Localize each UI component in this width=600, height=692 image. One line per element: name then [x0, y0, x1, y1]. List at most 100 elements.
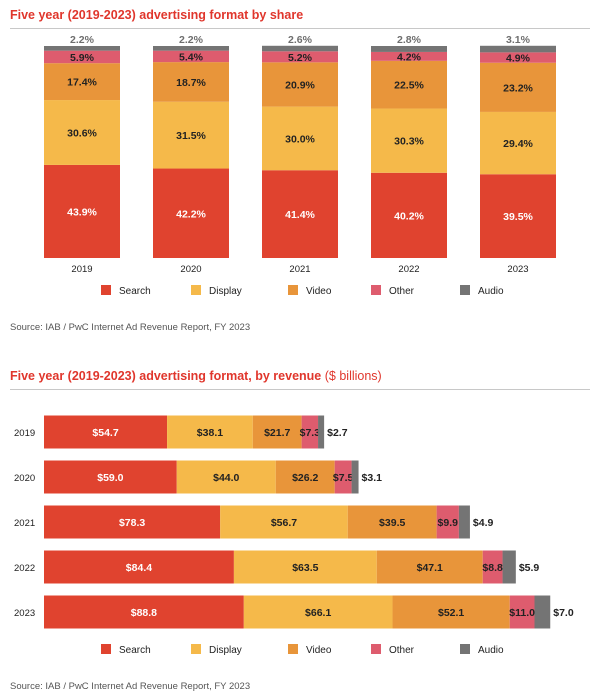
share-label-search-2019: 43.9%: [67, 206, 97, 218]
revenue-label-video-2023: $52.1: [438, 607, 464, 619]
share-legend-item-other: Other: [371, 285, 415, 297]
share-label-search-2020: 42.2%: [176, 208, 206, 220]
share-xtick-2023: 2023: [507, 264, 528, 275]
share-xtick-2020: 2020: [180, 264, 201, 275]
share-bar-search-2023: Search 2023: 39.5%: [480, 174, 556, 258]
share-legend-label-search: Search: [119, 286, 151, 297]
revenue-legend-item-display: Display: [191, 644, 242, 656]
revenue-bar-search-2020: Search 2020: $59.0: [44, 460, 177, 494]
revenue-label-audio-2020: $3.1: [362, 472, 383, 484]
revenue-bar-video-2020: Video 2020: $26.2: [275, 460, 335, 494]
share-legend-swatch-other: [371, 285, 381, 295]
share-bar-audio-2021: Audio 2021: 2.6%: [262, 45, 338, 52]
share-label-search-2023: 39.5%: [503, 211, 533, 223]
share-bar-search-2020: Search 2020: 42.2%: [153, 168, 229, 258]
revenue-ytick-2020: 2020: [14, 473, 35, 484]
revenue-label-search-2019: $54.7: [92, 427, 118, 439]
revenue-bar-display-2022: Display 2022: $63.5: [233, 550, 377, 584]
revenue-title-divider: [10, 389, 590, 390]
share-bar-audio-2020: Audio 2020: 2.2%: [153, 46, 229, 51]
revenue-legend-item-audio: Audio: [460, 644, 504, 656]
revenue-bar-other-2022: Other 2022: $8.8: [482, 550, 503, 584]
revenue-title-text: Five year (2019-2023) advertising format…: [10, 369, 322, 383]
share-label-other-2023: 4.9%: [506, 53, 531, 65]
share-label-audio-2020: 2.2%: [179, 34, 204, 46]
revenue-chart-title: Five year (2019-2023) advertising format…: [10, 369, 382, 383]
revenue-label-display-2023: $66.1: [305, 607, 331, 619]
revenue-bar-video-2021: Video 2021: $39.5: [347, 505, 437, 539]
revenue-ytick-2022: 2022: [14, 563, 35, 574]
share-bar-other-2020: Other 2020: 5.4%: [153, 50, 229, 63]
revenue-legend-item-other: Other: [371, 644, 415, 656]
revenue-label-audio-2021: $4.9: [473, 517, 494, 529]
share-label-display-2022: 30.3%: [394, 136, 424, 148]
share-title-divider: [10, 28, 590, 29]
revenue-label-video-2020: $26.2: [292, 472, 318, 484]
revenue-label-display-2021: $56.7: [271, 517, 297, 529]
share-legend-label-display: Display: [209, 286, 242, 297]
share-xtick-2022: 2022: [398, 264, 419, 275]
revenue-bar-audio-2021: Audio 2021: $4.9: [458, 505, 470, 539]
share-label-other-2020: 5.4%: [179, 51, 204, 63]
share-bar-other-2019: Other 2019: 5.9%: [44, 50, 120, 64]
share-label-audio-2023: 3.1%: [506, 34, 531, 46]
revenue-chart-source: Source: IAB / PwC Internet Ad Revenue Re…: [10, 681, 251, 692]
share-bar-display-2022: Display 2022: 30.3%: [371, 108, 447, 173]
share-bar-video-2019: Video 2019: 17.4%: [44, 63, 120, 101]
share-legend-item-audio: Audio: [460, 285, 504, 297]
share-bar-video-2021: Video 2021: 20.9%: [262, 62, 338, 107]
share-label-video-2023: 23.2%: [503, 82, 533, 94]
share-bar-search-2019: Search 2019: 43.9%: [44, 164, 120, 258]
revenue-bar-display-2023: Display 2023: $66.1: [243, 595, 393, 629]
revenue-ytick-2019: 2019: [14, 428, 35, 439]
share-bar-display-2019: Display 2019: 30.6%: [44, 100, 120, 165]
share-bar-display-2023: Display 2023: 29.4%: [480, 111, 556, 175]
share-label-video-2019: 17.4%: [67, 77, 97, 89]
revenue-bar-other-2019: Other 2019: $7.3: [301, 415, 319, 449]
revenue-bar-other-2021: Other 2021: $9.9: [436, 505, 459, 539]
revenue-bar-display-2020: Display 2020: $44.0: [176, 460, 276, 494]
revenue-legend-swatch-search: [101, 644, 111, 654]
revenue-legend-item-search: Search: [101, 644, 151, 656]
share-label-search-2021: 41.4%: [285, 209, 315, 221]
share-legend-swatch-search: [101, 285, 111, 295]
share-bar-search-2021: Search 2021: 41.4%: [262, 170, 338, 258]
share-chart-title: Five year (2019-2023) advertising format…: [10, 8, 304, 22]
revenue-label-other-2019: $7.3: [300, 427, 321, 439]
revenue-bar-audio-2019: Audio 2019: $2.7: [318, 415, 325, 449]
share-label-other-2022: 4.2%: [397, 51, 422, 63]
revenue-bar-video-2019: Video 2019: $21.7: [252, 415, 302, 449]
share-legend-swatch-audio: [460, 285, 470, 295]
revenue-bar-other-2023: Other 2023: $11.0: [509, 595, 535, 629]
revenue-bar-search-2019: Search 2019: $54.7: [44, 415, 168, 449]
share-legend-swatch-video: [288, 285, 298, 295]
revenue-label-search-2021: $78.3: [119, 517, 145, 529]
revenue-bar-audio-2022: Audio 2022: $5.9: [502, 550, 516, 584]
revenue-ytick-2023: 2023: [14, 608, 35, 619]
share-label-video-2022: 22.5%: [394, 80, 424, 92]
share-label-audio-2022: 2.8%: [397, 34, 422, 46]
revenue-bar-video-2022: Video 2022: $47.1: [376, 550, 483, 584]
revenue-legend-swatch-video: [288, 644, 298, 654]
share-stacked-bar-chart: Search 2019: 43.9%43.9% Display 2019: 30.…: [44, 34, 556, 297]
revenue-ytick-2021: 2021: [14, 518, 35, 529]
share-bar-video-2022: Video 2022: 22.5%: [371, 60, 447, 109]
share-label-video-2020: 18.7%: [176, 77, 206, 89]
revenue-legend-swatch-display: [191, 644, 201, 654]
share-bar-audio-2019: Audio 2019: 2.2%: [44, 46, 120, 51]
revenue-legend-swatch-other: [371, 644, 381, 654]
revenue-label-video-2019: $21.7: [264, 427, 290, 439]
share-legend-label-other: Other: [389, 286, 415, 297]
revenue-label-video-2021: $39.5: [379, 517, 405, 529]
share-bar-other-2022: Other 2022: 4.2%: [371, 51, 447, 61]
share-label-display-2023: 29.4%: [503, 138, 533, 150]
share-legend-swatch-display: [191, 285, 201, 295]
share-legend-item-video: Video: [288, 285, 332, 297]
revenue-bar-search-2023: Search 2023: $88.8: [44, 595, 244, 629]
revenue-label-other-2020: $7.5: [333, 472, 354, 484]
share-label-display-2019: 30.6%: [67, 127, 97, 139]
share-bar-audio-2023: Audio 2023: 3.1%: [480, 45, 556, 53]
revenue-label-search-2022: $84.4: [126, 562, 152, 574]
share-label-other-2019: 5.9%: [70, 52, 95, 64]
revenue-legend-label-other: Other: [389, 645, 415, 656]
